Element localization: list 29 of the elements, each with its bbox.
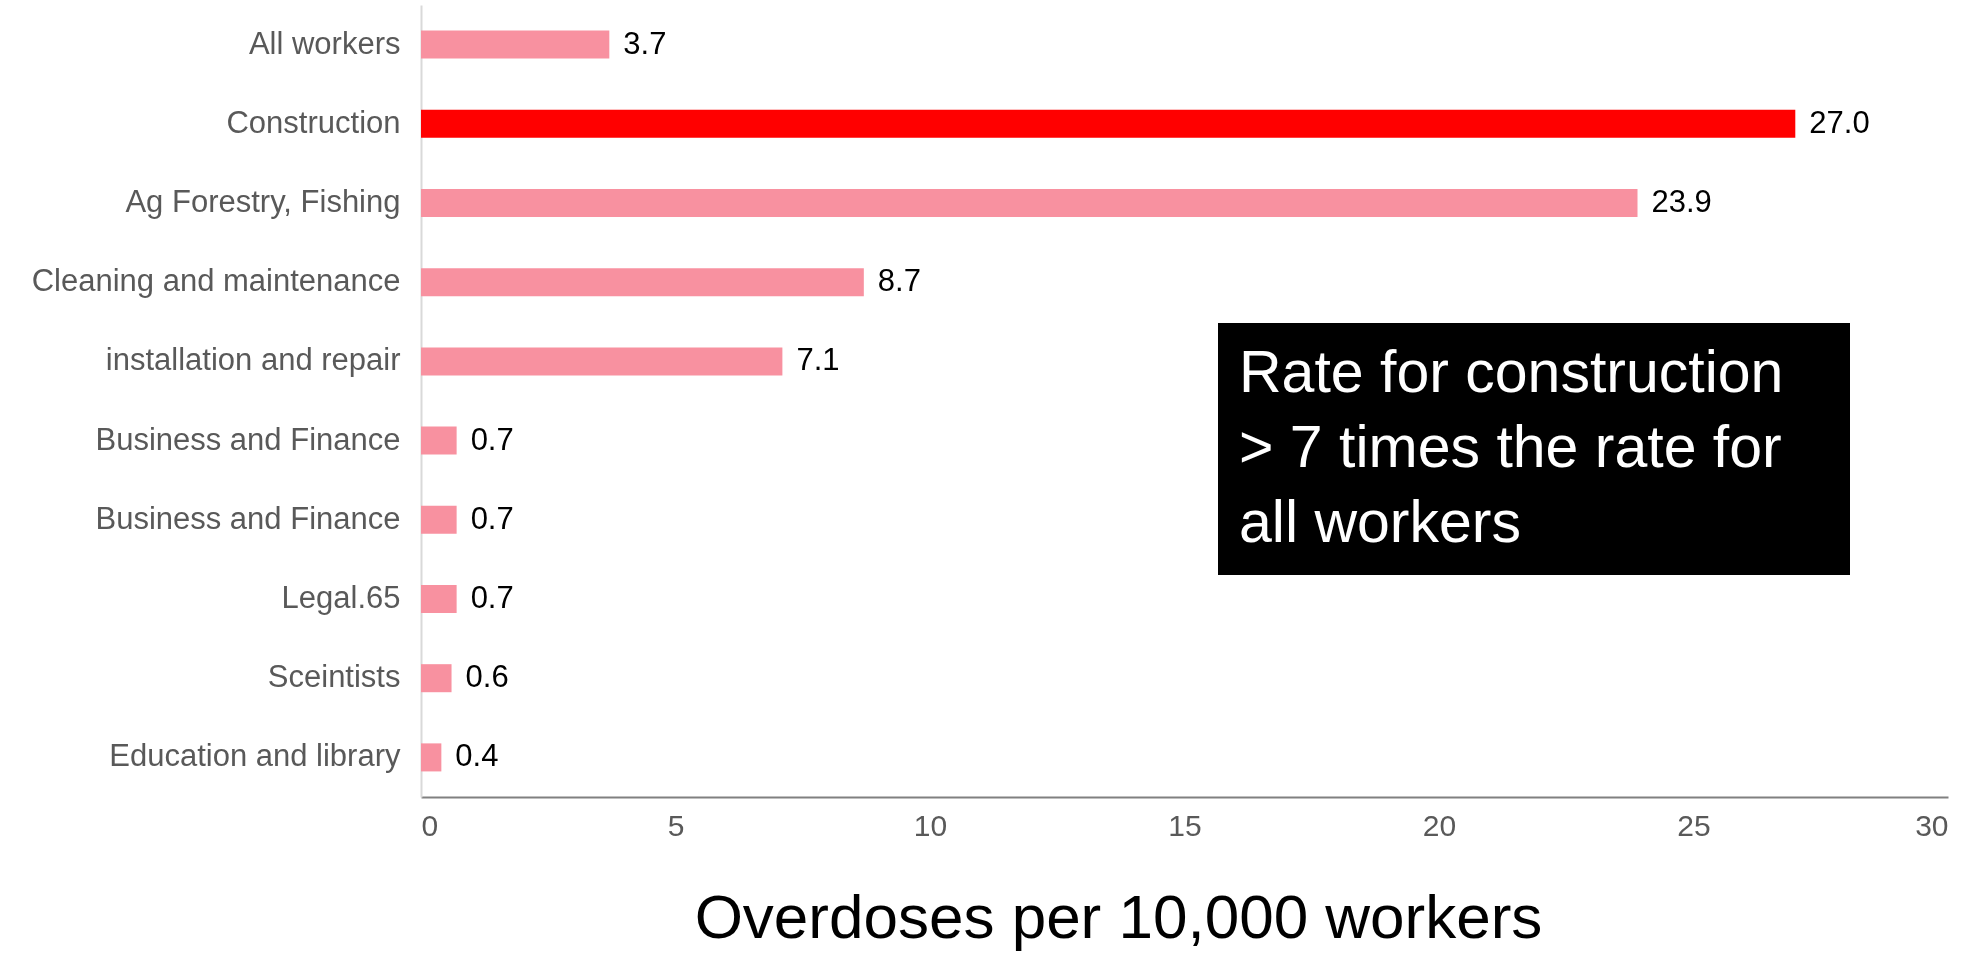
x-tick-label: 10: [913, 808, 948, 842]
y-tick-label: Construction: [226, 104, 401, 140]
annotation: Rate for construction > 7 times the rate for all workers: [1239, 339, 1784, 555]
y-tick-label: Business and Finance: [95, 421, 401, 457]
data-label: 0.4: [455, 738, 499, 774]
x-tick-label: 30: [1915, 808, 1949, 842]
data-label: 8.7: [877, 263, 921, 299]
data-label: 0.7: [470, 580, 514, 615]
y-tick-label: installation and repair: [105, 342, 401, 378]
x-tick-label: 0: [421, 808, 439, 842]
data-label: 0.7: [470, 421, 514, 457]
x-tick-label: 20: [1422, 808, 1457, 842]
y-tick-label: Business and Finance: [95, 500, 401, 536]
data-label: 0.6: [465, 659, 509, 695]
y-tick-label: Cleaning and maintenance: [31, 263, 401, 299]
y-tick-label: Sceintists: [267, 659, 401, 695]
x-tick-label: 5: [667, 808, 685, 842]
data-label: 3.7: [623, 25, 667, 61]
data-label: 23.9: [1651, 184, 1712, 219]
x-tick-label: 25: [1677, 808, 1711, 842]
data-label: 0.7: [470, 500, 514, 536]
data-label: 7.1: [796, 342, 840, 378]
y-tick-label: Legal.65: [281, 580, 401, 615]
y-tick-label: Education and library: [109, 738, 401, 774]
y-tick-label: All workers: [248, 25, 401, 61]
data-label: 27.0: [1809, 104, 1870, 140]
y-tick-label: Ag Forestry, Fishing: [125, 184, 401, 219]
x-axis-title: Overdoses per 10,000 workers: [694, 881, 1543, 951]
x-tick-label: 15: [1168, 808, 1202, 842]
